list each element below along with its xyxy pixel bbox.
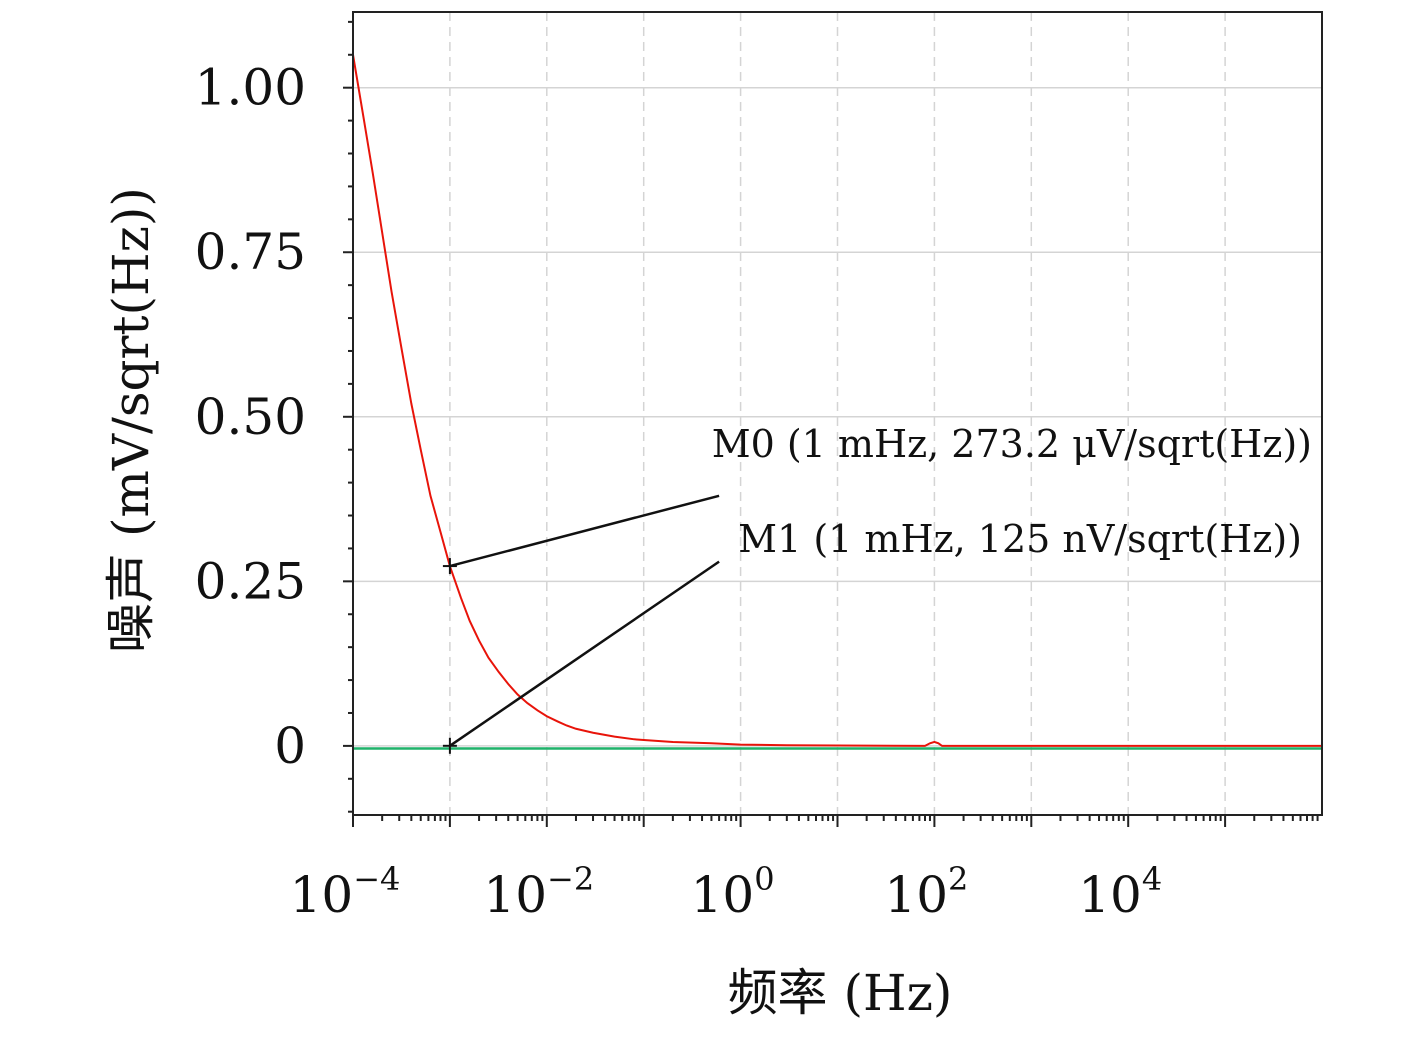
x-tick-label: 10−4 <box>290 860 401 924</box>
y-axis-title: 噪声 (mV/sqrt(Hz)) <box>102 187 160 653</box>
x-tick-label: 104 <box>1078 860 1162 924</box>
y-tick-label: 0 <box>274 717 306 775</box>
y-tick-labels: 0 0.25 0.50 0.75 1.00 <box>195 59 306 775</box>
marker-label-1: M1 (1 mHz, 125 nV/sqrt(Hz)) <box>738 517 1302 561</box>
y-tick-label: 1.00 <box>195 59 306 117</box>
x-tick-label: 102 <box>884 860 968 924</box>
x-tick-labels: 10−4 10−2 100 102 104 <box>290 860 1163 924</box>
marker-leader-1 <box>449 560 720 747</box>
y-tick-label: 0.25 <box>195 552 306 610</box>
y-tick-label: 0.50 <box>195 388 306 446</box>
marker-label-0: M0 (1 mHz, 273.2 μV/sqrt(Hz)) <box>712 422 1312 466</box>
y-tick-label: 0.75 <box>195 223 306 281</box>
grid <box>353 12 1322 815</box>
x-tick-label: 100 <box>691 860 775 924</box>
x-tick-label: 10−2 <box>483 860 594 924</box>
marker-leader-0 <box>449 494 720 568</box>
plot-frame <box>352 11 1323 816</box>
series-line-0 <box>352 54 1322 747</box>
series-layer <box>352 54 1322 750</box>
marker-layer: M0 (1 mHz, 273.2 μV/sqrt(Hz)) M1 (1 mHz, … <box>442 422 1312 754</box>
x-axis-title: 频率 (Hz) <box>728 964 953 1022</box>
